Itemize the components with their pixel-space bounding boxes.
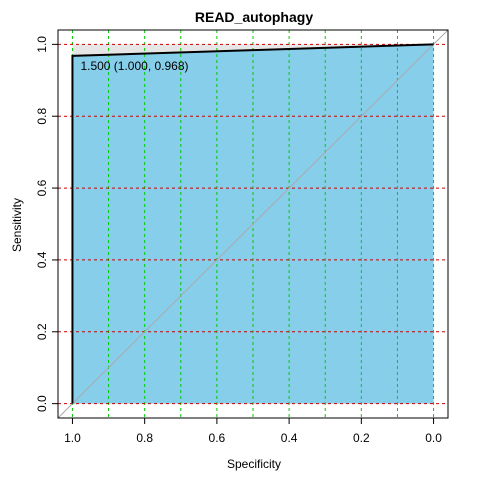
plot-frame: [57, 29, 449, 419]
y-tick-label: 0.8: [35, 108, 49, 125]
y-tick-label: 1.0: [35, 36, 49, 53]
y-tick-label: 0.4: [35, 251, 49, 268]
y-tick-label: 0.2: [35, 323, 49, 340]
y-axis-label: Sensitivity: [10, 198, 24, 252]
x-tick-label: 0.8: [136, 431, 153, 445]
y-tick-label: 0.0: [35, 395, 49, 412]
x-tick-label: 0.4: [281, 431, 298, 445]
x-tick-label: 0.0: [425, 431, 442, 445]
x-tick-label: 0.2: [353, 431, 370, 445]
y-tick-label: 0.6: [35, 179, 49, 196]
diagonal: [57, 29, 449, 419]
chart-title: READ_autophagy: [195, 9, 313, 25]
roc-curve: [71, 43, 434, 404]
threshold-annotation: 1.500 (1.000, 0.968): [80, 59, 188, 73]
x-tick-label: 0.6: [209, 431, 226, 445]
x-tick-label: 1.0: [64, 431, 81, 445]
x-axis-label: Specificity: [227, 457, 281, 471]
